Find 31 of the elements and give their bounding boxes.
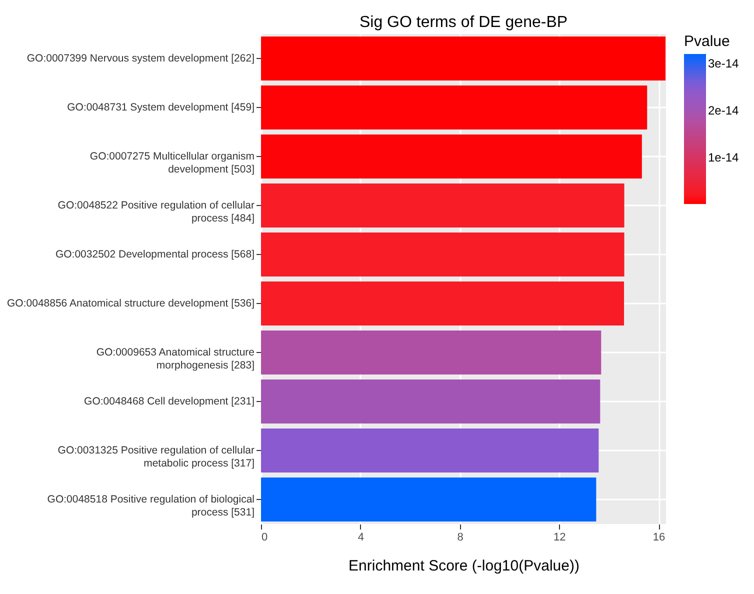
bar [261, 134, 642, 178]
legend-title: Pvalue [684, 33, 730, 50]
x-tick-label: 4 [358, 532, 364, 544]
bar [261, 86, 648, 130]
bar [261, 232, 624, 276]
y-tick-label: GO:0048731 System development [459] [67, 102, 255, 114]
y-tick-label: GO:0032502 Developmental process [568] [55, 248, 255, 260]
color-bar-label: 1e-14 [708, 150, 740, 164]
bar [261, 282, 624, 326]
bar [261, 184, 624, 228]
x-tick-label: 8 [457, 532, 464, 544]
bar [261, 380, 600, 424]
x-tick-label: 0 [262, 532, 268, 544]
y-tick-label: GO:0048468 Cell development [231] [84, 396, 255, 408]
y-tick-label: GO:0009653 Anatomical structure morphogenesis [283] [96, 346, 255, 372]
y-tick-label: GO:0048518 Positive regulation of biological process [531] [47, 494, 255, 518]
bar [261, 428, 599, 472]
x-axis-title: Enrichment Score (-log10(Pvalue)) [348, 558, 580, 574]
y-tick-label: GO:0048856 Anatomical structure development [536] [7, 298, 255, 310]
y-tick-label: GO:0007275 Multicellular organism development [503] [90, 150, 255, 176]
chart-title: Sig GO terms of DE gene-BP [359, 14, 568, 31]
bar [261, 330, 602, 374]
bar [261, 36, 666, 80]
x-tick-label: 16 [652, 532, 666, 544]
x-tick-label: 12 [554, 532, 566, 544]
y-tick-label: GO:0031325 Positive regulation of cellular metabolic process [317] [58, 444, 255, 470]
y-tick-label: GO:0048522 Positive regulation of cellular process [484] [58, 200, 255, 224]
color-bar-label: 3e-14 [708, 56, 740, 70]
color-bar-label: 2e-14 [708, 103, 740, 118]
y-tick-label: GO:0007399 Nervous system development [262] [26, 52, 255, 64]
bar [261, 478, 596, 522]
